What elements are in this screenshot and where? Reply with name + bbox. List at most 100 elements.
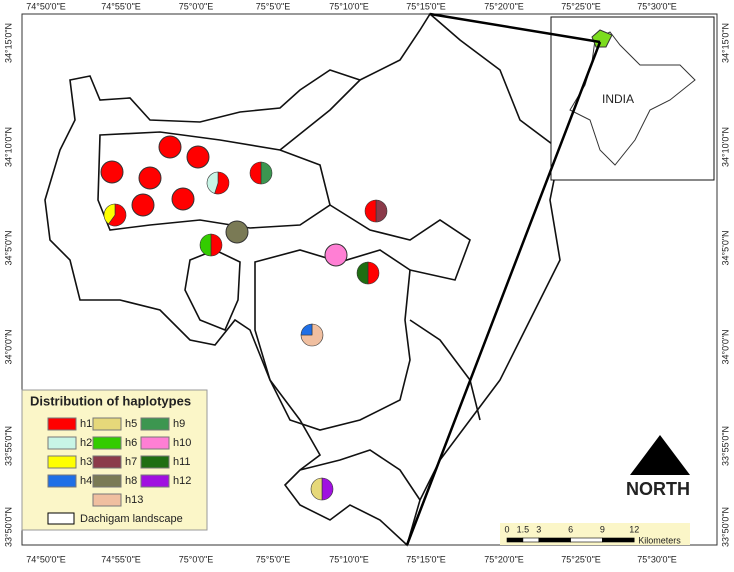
right-axis-label: 34°5'0"N <box>720 230 730 265</box>
scale-segment <box>522 537 540 543</box>
pie-slice <box>158 135 182 159</box>
legend-swatch <box>140 436 170 450</box>
left-axis-label: 33°55'0"N <box>3 426 13 466</box>
bottom-axis-label: 75°0'0"E <box>179 554 214 564</box>
legend-swatch <box>140 455 170 469</box>
bottom-axis-label: 75°15'0"E <box>406 554 446 564</box>
legend-label: Dachigam landscape <box>80 513 183 525</box>
legend-swatch <box>92 474 122 488</box>
right-axis-label: 33°50'0"N <box>720 507 730 547</box>
bottom-axis-label: 74°55'0"E <box>101 554 141 564</box>
north-arrow <box>630 435 690 475</box>
bottom-axis-label: 75°30'0"E <box>637 554 677 564</box>
pie-slice <box>199 233 212 257</box>
top-axis-label: 75°10'0"E <box>329 1 369 11</box>
bottom-axis-label: 75°10'0"E <box>329 554 369 564</box>
pie-slice <box>138 166 162 190</box>
bottom-axis-label: 74°50'0"E <box>26 554 66 564</box>
left-axis-label: 33°50'0"N <box>3 507 13 547</box>
legend-label: h4 <box>80 475 92 487</box>
pie-slice <box>356 261 369 285</box>
legend-label: h12 <box>173 475 191 487</box>
legend-swatch <box>140 474 170 488</box>
scale-tick-label: 12 <box>629 524 639 534</box>
legend-swatch <box>92 417 122 431</box>
left-axis-label: 34°5'0"N <box>3 230 13 265</box>
pie-slice <box>324 243 348 267</box>
pie-slice <box>100 160 124 184</box>
legend-label: h1 <box>80 418 92 430</box>
top-axis-label: 75°0'0"E <box>179 1 214 11</box>
legend-label: h13 <box>125 494 143 506</box>
connector-line <box>429 12 601 44</box>
pie-slice <box>186 145 210 169</box>
legend-title: Distribution of haplotypes <box>30 393 191 408</box>
legend-swatch <box>47 417 77 431</box>
top-axis-label: 74°50'0"E <box>26 1 66 11</box>
legend-label: h6 <box>125 437 137 449</box>
right-axis-label: 34°15'0"N <box>720 23 730 63</box>
top-axis-label: 75°20'0"E <box>484 1 524 11</box>
pie-slice <box>131 193 155 217</box>
legend-label: h9 <box>173 418 185 430</box>
right-axis-label: 34°10'0"N <box>720 127 730 167</box>
pie-slice <box>249 161 262 185</box>
bottom-axis-label: 75°5'0"E <box>256 554 291 564</box>
legend-swatch <box>47 436 77 450</box>
scale-unit: Kilometers <box>638 535 681 545</box>
connector-line <box>405 41 602 546</box>
left-axis-label: 34°10'0"N <box>3 127 13 167</box>
legend-items: h1 h2 h3 h4 h5 h6 h7 h8 h9 h10 h11 h12 h13 <box>47 417 191 507</box>
pie-slice <box>364 199 377 223</box>
top-axis-label: 75°25'0"E <box>561 1 601 11</box>
scale-segment <box>538 537 571 543</box>
bottom-axis-label: 75°20'0"E <box>484 554 524 564</box>
pie-slice <box>108 203 127 227</box>
pie-slice <box>300 323 324 347</box>
pie-slice <box>310 477 323 501</box>
legend-label: h7 <box>125 456 137 468</box>
scale-tick-label: 0 <box>504 524 509 534</box>
pie-slice <box>225 220 249 244</box>
legend-swatch <box>47 512 75 525</box>
scale-tick-label: 9 <box>600 524 605 534</box>
top-axis-label: 74°55'0"E <box>101 1 141 11</box>
scale-segment <box>602 537 635 543</box>
right-axis-label: 33°55'0"N <box>720 426 730 466</box>
scale-tick-label: 3 <box>536 524 541 534</box>
legend-swatch <box>92 455 122 469</box>
legend-label: h5 <box>125 418 137 430</box>
pie-slice <box>206 171 219 194</box>
inset-label: INDIA <box>602 92 634 106</box>
pie-slice <box>210 233 223 257</box>
pie-slice <box>300 323 313 336</box>
legend-swatch <box>140 417 170 431</box>
scale-tick-label: 6 <box>568 524 573 534</box>
right-axis-label: 34°0'0"N <box>720 329 730 364</box>
top-axis-label: 75°5'0"E <box>256 1 291 11</box>
pie-slice <box>321 477 334 501</box>
legend-label: h2 <box>80 437 92 449</box>
legend-swatch <box>92 436 122 450</box>
legend-swatch <box>92 493 122 507</box>
legend-label: h3 <box>80 456 92 468</box>
top-axis-label: 75°30'0"E <box>637 1 677 11</box>
top-axis-label: 75°15'0"E <box>406 1 446 11</box>
legend-label: h10 <box>173 437 191 449</box>
scale-segment <box>570 537 603 543</box>
pie-slice <box>103 203 116 225</box>
pie-slice <box>260 161 273 185</box>
pie-slice <box>171 187 195 211</box>
legend-swatch <box>47 455 77 469</box>
scale-tick-label: 1.5 <box>517 524 530 534</box>
bottom-axis-label: 75°25'0"E <box>561 554 601 564</box>
pie-slice <box>375 199 388 223</box>
legend-label: h11 <box>173 456 191 468</box>
pie-slice <box>367 261 380 285</box>
pie-markers <box>100 135 388 501</box>
left-axis-label: 34°0'0"N <box>3 329 13 364</box>
legend-label: h8 <box>125 475 137 487</box>
left-axis-label: 34°15'0"N <box>3 23 13 63</box>
